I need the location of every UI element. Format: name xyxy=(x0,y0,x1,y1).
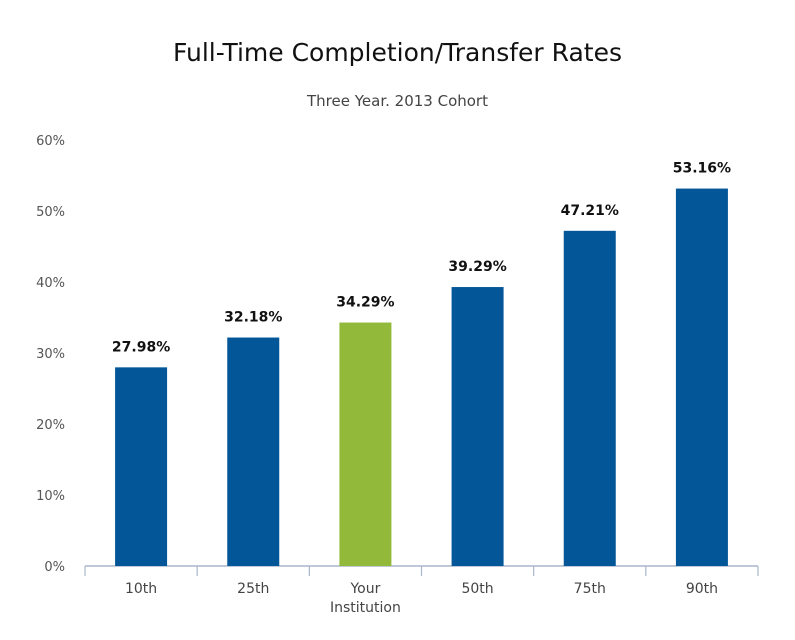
category-label: 75th xyxy=(574,581,606,597)
data-label: 53.16% xyxy=(673,161,731,177)
data-label: 27.98% xyxy=(112,339,170,355)
category-label: Your Institution xyxy=(330,581,401,616)
data-label: 47.21% xyxy=(561,203,619,219)
y-tick-label: 30% xyxy=(36,347,65,362)
category-label: 25th xyxy=(237,581,269,597)
y-tick-label: 50% xyxy=(36,205,65,220)
chart-title: Full-Time Completion/Transfer Rates xyxy=(172,38,623,67)
bar xyxy=(339,322,392,566)
bar xyxy=(675,188,728,566)
y-tick-label: 10% xyxy=(36,489,65,504)
bar xyxy=(563,230,616,566)
y-tick-label: 0% xyxy=(44,560,65,575)
category-label: 50th xyxy=(461,581,493,597)
data-label: 34.29% xyxy=(336,295,394,311)
bar xyxy=(227,337,280,566)
data-label: 39.29% xyxy=(448,259,506,275)
category-label: 10th xyxy=(125,581,157,597)
data-label: 32.18% xyxy=(224,310,282,326)
category-label: 90th xyxy=(686,581,718,597)
y-tick-label: 60% xyxy=(36,134,65,149)
bar xyxy=(115,367,168,566)
y-tick-label: 20% xyxy=(36,418,65,433)
chart-subtitle: Three Year. 2013 Cohort xyxy=(307,92,488,110)
y-tick-label: 40% xyxy=(36,276,65,291)
bar xyxy=(451,287,504,566)
